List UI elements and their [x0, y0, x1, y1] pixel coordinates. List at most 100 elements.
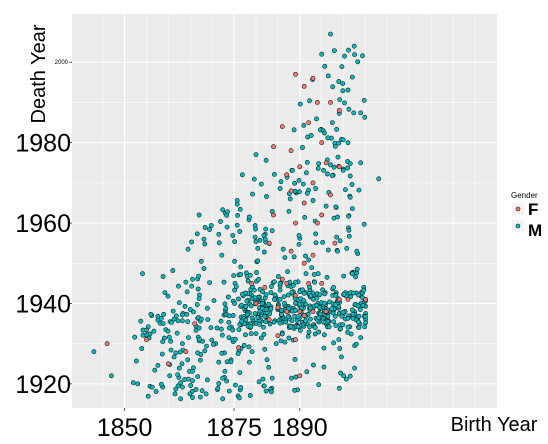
data-point-m — [232, 287, 237, 293]
data-point-m — [248, 324, 254, 330]
data-point-m — [330, 84, 336, 90]
data-point-m — [196, 273, 201, 279]
data-point-m — [327, 299, 332, 305]
data-point-m — [345, 87, 351, 93]
data-point-m — [296, 233, 302, 238]
data-point-m — [289, 289, 295, 295]
data-point-m — [202, 241, 208, 247]
data-point-m — [177, 349, 183, 355]
data-point-f — [144, 337, 149, 343]
data-point-m — [195, 286, 201, 292]
data-point-f — [336, 108, 342, 113]
data-point-m — [296, 177, 302, 183]
data-point-m — [255, 258, 261, 264]
data-point-m — [340, 81, 346, 86]
y-tick-label: 1940 — [15, 290, 71, 318]
data-point-f — [323, 309, 329, 314]
data-point-m — [291, 254, 297, 260]
data-point-m — [325, 73, 331, 79]
data-point-m — [193, 327, 199, 333]
data-point-m — [306, 329, 312, 335]
data-point-m — [338, 326, 343, 332]
data-point-m — [345, 324, 351, 330]
data-point-m — [162, 290, 168, 295]
data-point-m — [319, 51, 325, 57]
data-point-m — [321, 130, 327, 136]
data-point-m — [255, 315, 261, 320]
data-point-f — [328, 192, 333, 198]
data-point-m — [269, 375, 275, 381]
data-point-m — [230, 327, 236, 333]
data-point-m — [186, 376, 191, 382]
data-point-m — [289, 167, 295, 173]
data-point-m — [194, 231, 200, 237]
y-tick-label: 1920 — [15, 371, 71, 399]
data-point-m — [243, 317, 249, 323]
data-point-m — [347, 161, 353, 166]
data-point-m — [185, 357, 191, 363]
data-point-m — [185, 246, 191, 252]
data-point-m — [179, 361, 185, 367]
data-point-f — [266, 240, 272, 246]
data-point-m — [259, 301, 265, 306]
data-point-m — [331, 164, 337, 170]
data-point-m — [216, 231, 222, 237]
data-point-m — [254, 270, 259, 275]
data-point-m — [133, 358, 139, 364]
legend-title: Gender — [511, 191, 538, 200]
data-point-m — [165, 293, 171, 299]
data-point-m — [345, 140, 351, 146]
data-point-m — [222, 368, 228, 374]
data-point-m — [333, 292, 339, 298]
data-point-m — [252, 234, 258, 240]
data-point-m — [341, 291, 347, 297]
x-tick-label: 1890 — [272, 414, 328, 442]
data-point-m — [178, 380, 184, 386]
data-point-f — [328, 100, 333, 105]
data-point-m — [271, 171, 277, 177]
data-point-m — [353, 341, 359, 347]
data-point-m — [223, 305, 229, 311]
data-point-m — [263, 319, 269, 324]
data-point-m — [219, 252, 225, 258]
data-point-m — [230, 313, 236, 318]
data-point-m — [257, 237, 263, 243]
data-point-m — [186, 335, 191, 340]
data-point-m — [321, 167, 326, 173]
data-point-m — [283, 319, 289, 325]
data-point-f — [301, 84, 307, 89]
data-point-m — [109, 373, 114, 379]
data-point-m — [226, 325, 232, 331]
data-point-m — [361, 98, 367, 103]
data-point-m — [321, 300, 327, 306]
data-point-m — [173, 386, 179, 392]
data-point-m — [303, 170, 309, 176]
data-point-m — [351, 110, 357, 116]
data-point-m — [188, 383, 194, 388]
data-point-m — [304, 190, 310, 196]
data-point-m — [301, 290, 307, 296]
data-point-m — [304, 369, 310, 375]
data-point-m — [356, 325, 362, 330]
data-point-m — [347, 194, 353, 200]
data-point-m — [202, 348, 208, 354]
data-point-m — [321, 319, 326, 325]
data-point-m — [357, 307, 363, 312]
data-point-m — [238, 272, 244, 277]
data-point-m — [190, 395, 195, 400]
data-point-m — [155, 362, 161, 368]
data-point-m — [179, 384, 185, 390]
data-point-m — [323, 203, 329, 209]
data-point-m — [196, 212, 202, 218]
data-point-m — [252, 295, 258, 301]
data-point-m — [196, 325, 202, 331]
data-point-m — [202, 225, 208, 230]
data-point-f — [293, 220, 298, 226]
data-point-m — [187, 307, 193, 312]
data-point-m — [130, 380, 136, 386]
data-point-m — [278, 338, 284, 344]
data-point-m — [345, 165, 350, 171]
data-point-m — [288, 323, 293, 329]
data-point-m — [256, 379, 262, 385]
data-point-m — [220, 375, 226, 381]
